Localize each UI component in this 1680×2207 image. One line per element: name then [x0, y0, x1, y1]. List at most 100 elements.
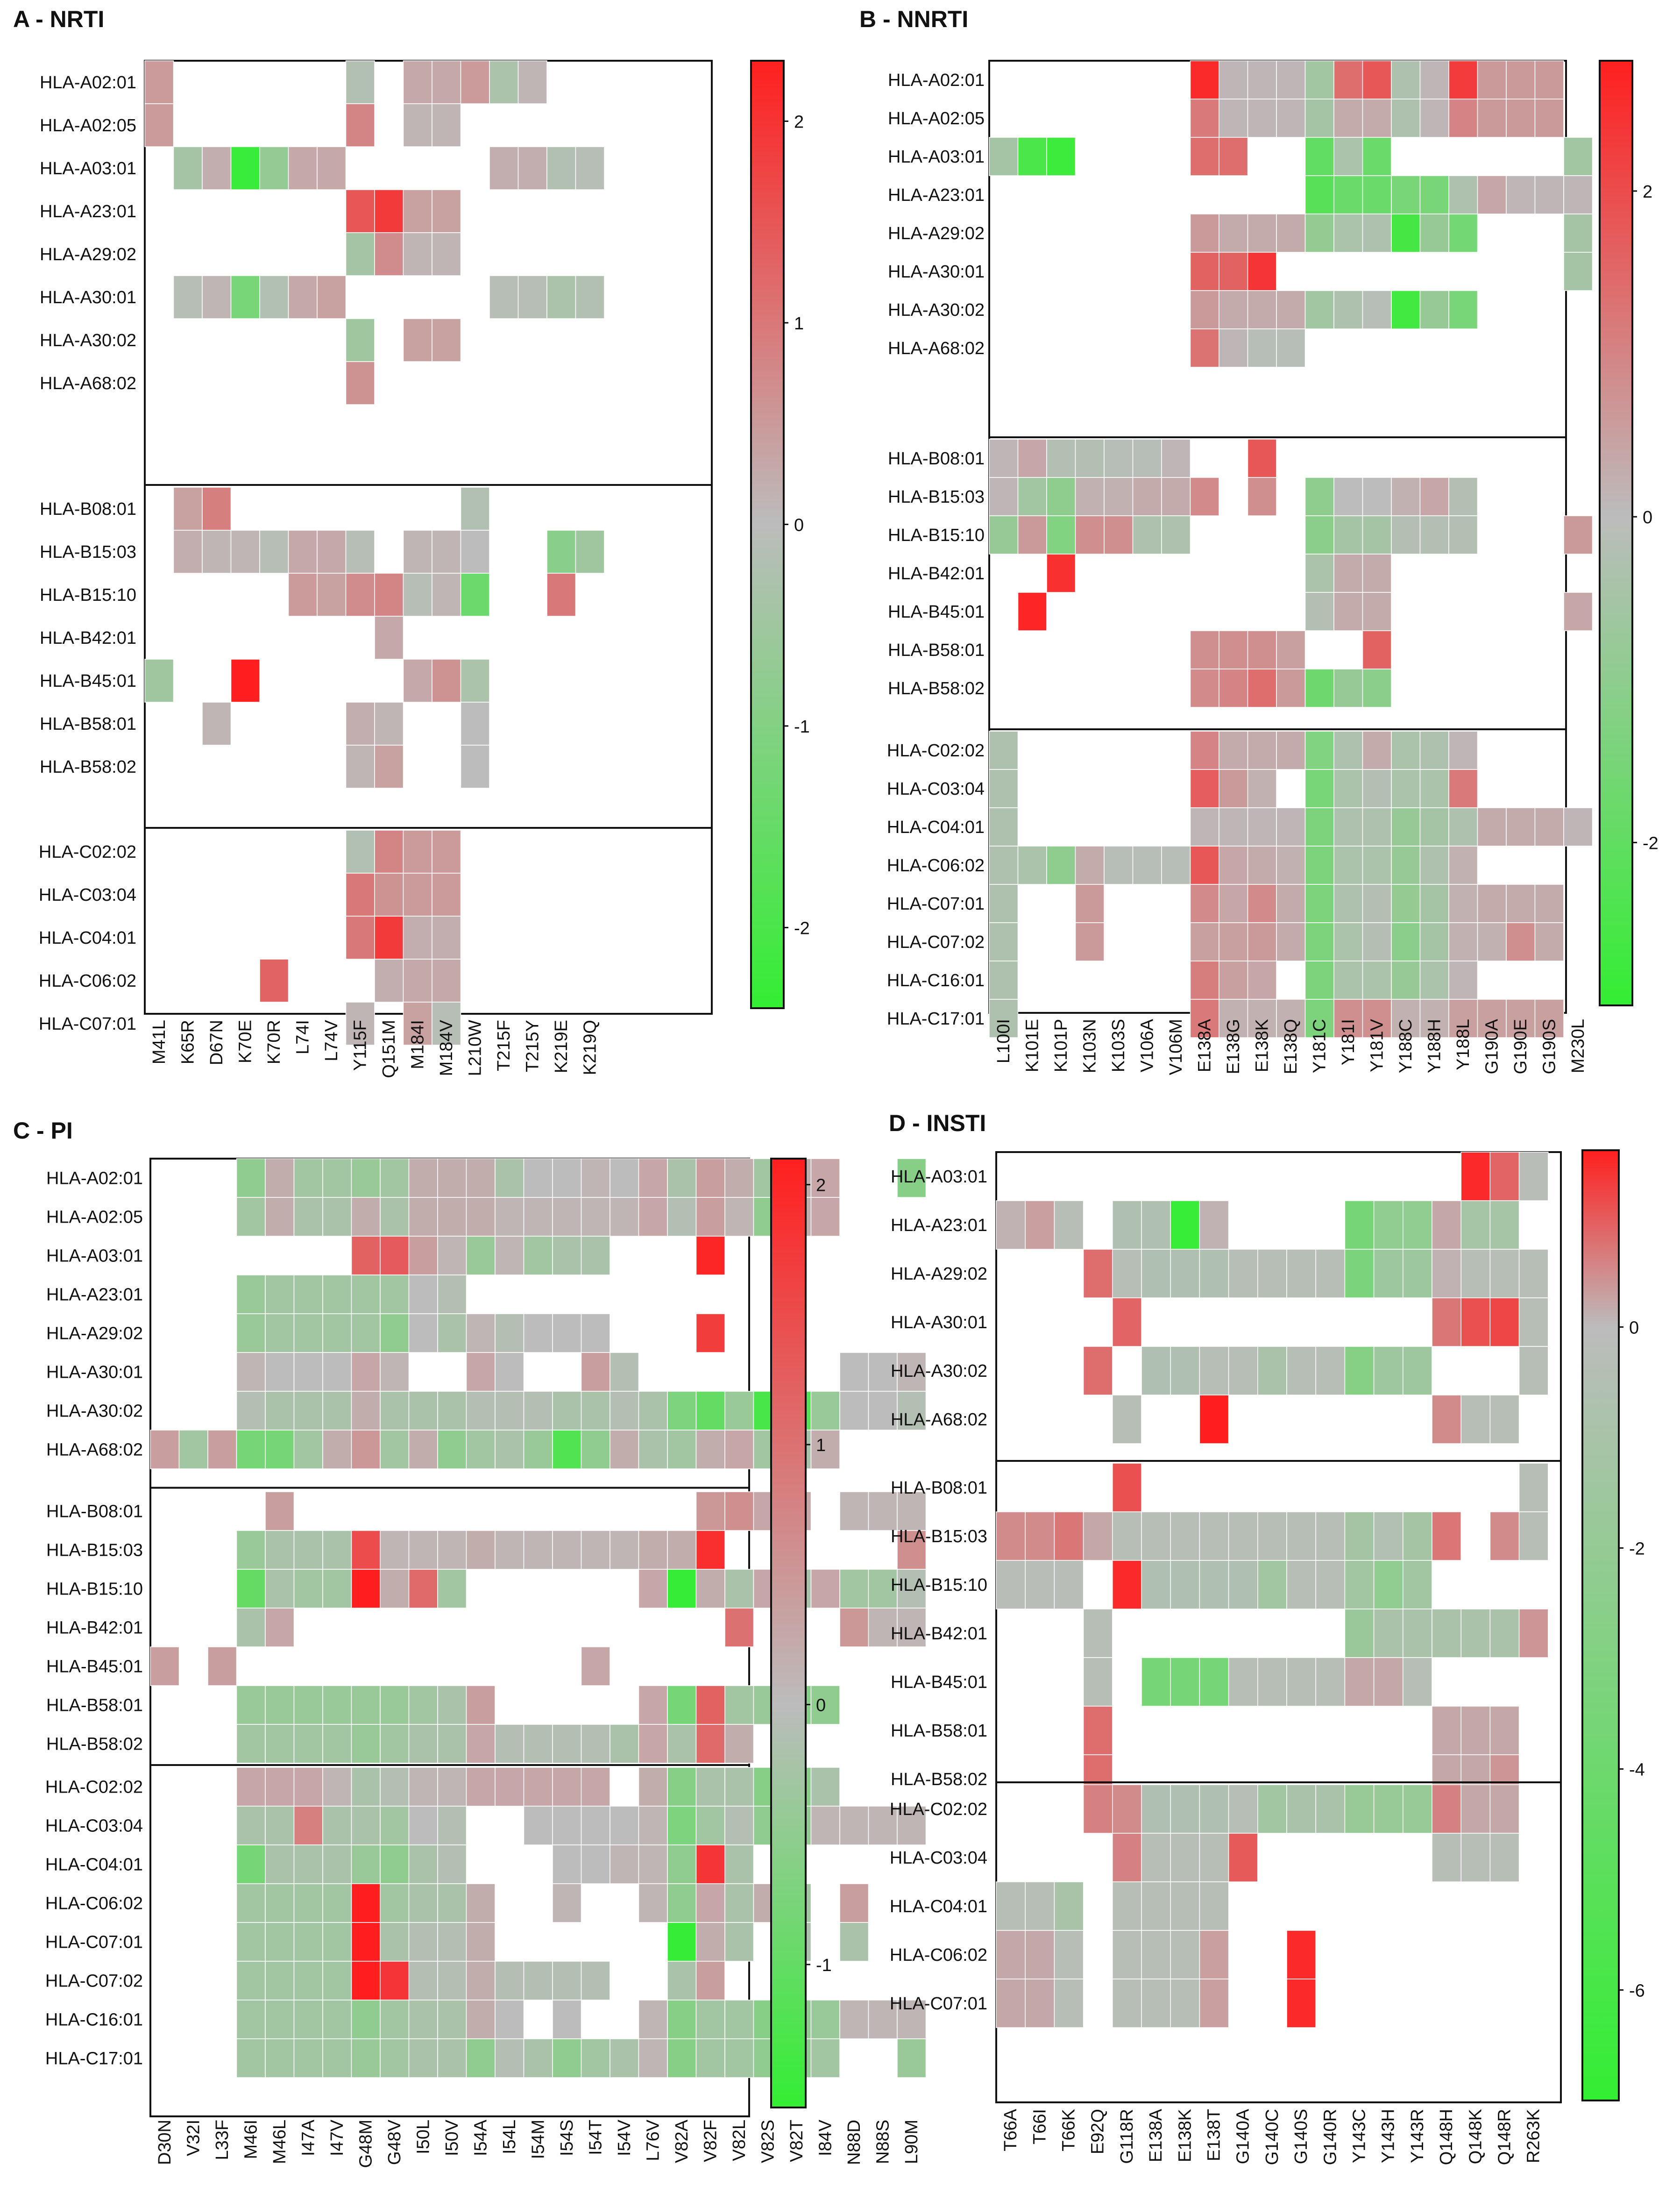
- cell-hla-c07-02-i54a: [466, 1961, 496, 2001]
- cell-hla-c06-02-l76v: [638, 1883, 668, 1923]
- cell-hla-b42-01-y181c: [1304, 554, 1334, 593]
- cell-hla-b15-03-y188c: [1391, 477, 1421, 516]
- colorbar-tick-label: -1: [794, 717, 810, 737]
- cell-hla-b15-03-q148h: [1432, 1511, 1461, 1561]
- cell-hla-c02-02-l100i: [989, 731, 1019, 770]
- cell-hla-c04-01-y188c: [1391, 807, 1421, 847]
- cell-hla-a23-01-m46l: [265, 1274, 295, 1314]
- cell-hla-a68-02-q148h: [1432, 1395, 1461, 1444]
- cell-hla-a03-01-k219q: [575, 146, 605, 190]
- cell-hla-a68-02-g48v: [380, 1430, 410, 1469]
- cell-hla-b15-03-k103n: [1075, 477, 1105, 516]
- cell-hla-a02-05-y188c: [1391, 99, 1421, 138]
- cell-hla-c06-02-e138g: [1219, 846, 1248, 885]
- cell-hla-c03-04-i47v: [322, 1806, 352, 1845]
- column-label-i54t: I54T: [586, 2120, 605, 2155]
- cell-hla-b15-10-i47a: [293, 1569, 323, 1609]
- cell-hla-a02-01-l90m: [897, 1158, 927, 1198]
- cell-hla-b58-01-q148h: [1432, 1706, 1461, 1755]
- cell-hla-b58-02-y181c: [1304, 669, 1334, 708]
- cell-hla-c07-02-k103n: [1075, 922, 1105, 961]
- row-label-hla-a02-05: HLA-A02:05: [40, 116, 136, 135]
- cell-hla-c06-02-e138a: [1141, 1930, 1171, 1979]
- cell-hla-a03-01-t215y: [517, 146, 547, 190]
- cell-hla-c04-01-t66i: [1025, 1881, 1055, 1931]
- column-label-t66k: T66K: [1059, 2109, 1079, 2151]
- cell-hla-b58-02-g48m: [351, 1724, 381, 1764]
- row-label-hla-b15-10: HLA-B15:10: [891, 1575, 987, 1595]
- cell-hla-c03-04-l100i: [989, 769, 1019, 808]
- cell-hla-a02-01-i54l: [495, 1158, 525, 1198]
- cell-hla-a02-05-i54a: [466, 1197, 496, 1237]
- cell-hla-b58-01-i47a: [293, 1685, 323, 1725]
- cell-hla-b58-02-e138a: [1190, 669, 1219, 708]
- cell-hla-c06-02-g118r: [1112, 1930, 1142, 1979]
- row-label-hla-a29-02: HLA-A29:02: [46, 1324, 143, 1344]
- cell-hla-c03-04-i54s: [552, 1806, 582, 1845]
- cell-hla-c03-04-y188l: [1448, 769, 1478, 808]
- cell-hla-b15-10-g118r: [1112, 1560, 1142, 1609]
- colorbar-tick-label: -2: [794, 918, 810, 938]
- cell-hla-b15-03-k70e: [230, 530, 260, 574]
- cell-hla-c06-02-i54s: [552, 1883, 582, 1923]
- row-label-hla-b42-01: HLA-B42:01: [891, 1624, 987, 1644]
- cell-hla-c03-04-g48m: [351, 1806, 381, 1845]
- row-label-hla-c04-01: HLA-C04:01: [45, 1855, 143, 1875]
- cell-hla-b58-02-q151m: [374, 745, 404, 789]
- cell-hla-c06-02-l100i: [989, 846, 1019, 885]
- cell-hla-c06-02-v106m: [1161, 846, 1191, 885]
- column-label-g190e: G190E: [1511, 1019, 1531, 1074]
- cell-hla-b45-01-y181i: [1333, 592, 1363, 631]
- cell-hla-a30-01-i47v: [322, 1352, 352, 1392]
- cell-hla-b15-10-m230l: [1563, 515, 1593, 555]
- column-label-l210w: L210W: [465, 1020, 485, 1076]
- cell-hla-b15-10-v82l: [724, 1569, 754, 1609]
- cell-hla-b15-03-d67n: [202, 530, 232, 574]
- cell-hla-c16-01-i54a: [466, 2000, 496, 2039]
- cell-hla-a29-02-e138q: [1276, 214, 1306, 253]
- cell-hla-a30-02-v82a: [667, 1391, 697, 1431]
- cell-hla-b15-03-l74v: [317, 530, 347, 574]
- cell-hla-b15-03-g48v: [380, 1530, 410, 1570]
- cell-hla-a30-02-y181v: [1362, 290, 1392, 329]
- cell-hla-b15-03-e138a: [1190, 477, 1219, 516]
- cell-hla-a30-01-m46l: [265, 1352, 295, 1392]
- cell-hla-b15-03-l90m: [897, 1530, 927, 1570]
- column-label-y143c: Y143C: [1350, 2109, 1369, 2163]
- cell-hla-a30-02-l90m: [897, 1391, 927, 1431]
- cell-hla-a03-01-k65r: [173, 146, 203, 190]
- cell-hla-a02-01-t215y: [517, 60, 547, 104]
- cell-hla-c07-01-y181v: [1362, 884, 1392, 923]
- cell-hla-b08-01-e138k: [1247, 439, 1277, 478]
- row-label-hla-a23-01: HLA-A23:01: [40, 202, 136, 221]
- cell-hla-c07-02-i54l: [495, 1961, 525, 2001]
- row-label-hla-b45-01: HLA-B45:01: [40, 671, 136, 691]
- cell-hla-c04-01-y115f: [345, 916, 375, 960]
- cell-hla-b42-01-y181i: [1333, 554, 1363, 593]
- colorbar-tick-label: 0: [794, 515, 804, 535]
- cell-hla-c17-01-i50l: [408, 2038, 438, 2078]
- cell-hla-a30-02-i50v: [437, 1391, 467, 1431]
- cell-hla-a30-01-e138g: [1219, 252, 1248, 291]
- column-label-v82a: V82A: [672, 2119, 692, 2163]
- cell-hla-b08-01-v106a: [1132, 439, 1162, 478]
- column-label-v106a: V106A: [1137, 1018, 1157, 1072]
- cell-hla-a29-02-g140r: [1315, 1249, 1346, 1298]
- cell-hla-b15-03-k101p: [1046, 477, 1076, 516]
- cell-hla-a02-05-e138g: [1219, 99, 1248, 138]
- column-label-v82l: V82L: [730, 2120, 749, 2161]
- cell-hla-b15-10-i50v: [437, 1569, 467, 1609]
- cell-hla-a30-02-g140c: [1257, 1346, 1287, 1395]
- cell-hla-b15-03-r263k: [1518, 1511, 1549, 1561]
- cell-hla-c04-01-e138k: [1170, 1881, 1200, 1931]
- column-label-y143h: Y143H: [1379, 2109, 1398, 2163]
- row-label-hla-b08-01: HLA-B08:01: [891, 1478, 987, 1498]
- cell-hla-a03-01-y181c: [1304, 137, 1334, 176]
- cell-hla-b42-01-y143h: [1373, 1609, 1404, 1658]
- cell-hla-c07-01-m46l: [265, 1922, 295, 1962]
- cell-hla-a30-02-i54t: [581, 1391, 610, 1431]
- cell-hla-c06-02-i47a: [293, 1883, 323, 1923]
- column-label-i54a: I54A: [471, 2119, 490, 2156]
- column-label-q151m: Q151M: [379, 1020, 399, 1078]
- cell-hla-b15-10-v82f: [695, 1569, 725, 1609]
